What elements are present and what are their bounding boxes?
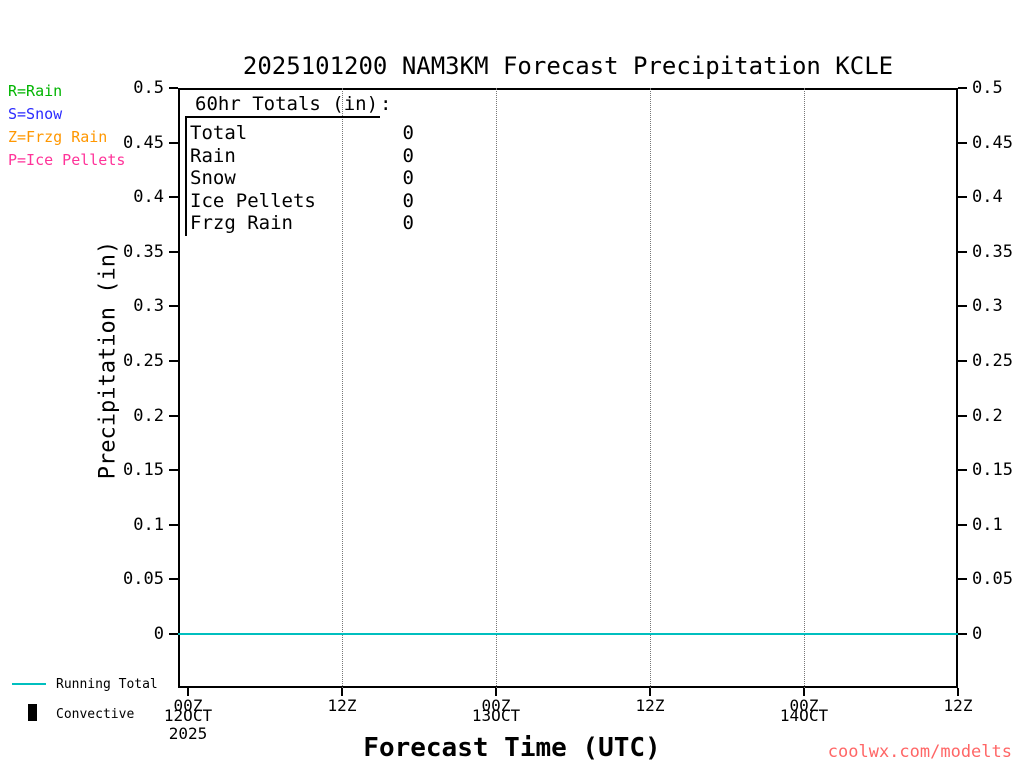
totals-row-ice-pellets: Ice Pellets 0 — [190, 190, 414, 212]
y-tick-right — [958, 196, 967, 199]
y-tick-label-left: 0.25 — [123, 351, 164, 371]
totals-row-value: 0 — [402, 145, 414, 167]
totals-row-value: 0 — [402, 190, 414, 212]
y-tick-right — [958, 305, 967, 308]
totals-row-label: Rain — [190, 145, 236, 167]
totals-left-bracket — [185, 116, 187, 236]
y-tick-label-left: 0 — [153, 624, 164, 644]
y-tick-label-right: 0.45 — [972, 132, 1013, 153]
y-tick-left — [169, 578, 178, 581]
y-tick-label-left: 0.5 — [133, 78, 164, 98]
totals-row-label: Ice Pellets — [190, 190, 316, 212]
y-tick-label-right: 0.3 — [972, 296, 1003, 317]
y-tick-left — [169, 469, 178, 472]
x-tick — [957, 688, 959, 696]
y-tick-right — [958, 633, 967, 635]
y-tick-right — [958, 578, 967, 581]
legend-item-ice-pellets: P=Ice Pellets — [8, 151, 126, 169]
x-tick-label: 12Z — [327, 696, 357, 715]
y-tick-label-right: 0.1 — [972, 514, 1003, 535]
y-tick-label-left: 0.45 — [123, 132, 164, 153]
y-tick-label-left: 0.2 — [133, 405, 164, 426]
y-tick-label-right: 0.4 — [972, 187, 1003, 208]
y-axis-label: Precipitation (in) — [95, 240, 121, 480]
y-tick-left — [169, 196, 178, 199]
y-tick-label-left: 0.1 — [133, 514, 164, 535]
totals-heading-colon: : — [380, 93, 392, 115]
y-tick-right — [958, 523, 967, 526]
totals-row-label: Frzg Rain — [190, 212, 293, 234]
y-tick-right — [958, 141, 967, 144]
y-tick-label-right: 0.05 — [972, 569, 1013, 590]
y-tick-left — [169, 414, 178, 417]
y-tick-right — [958, 414, 967, 417]
y-tick-label-left: 0.35 — [123, 241, 164, 262]
legend-item-rain: R=Rain — [8, 82, 63, 100]
y-tick-label-right: 0.15 — [972, 460, 1013, 481]
totals-row-frzg-rain: Frzg Rain 0 — [190, 212, 414, 234]
y-tick-left — [169, 250, 178, 253]
y-tick-right — [958, 469, 967, 472]
y-tick-left — [169, 360, 178, 362]
date-label-13oct: 13OCT — [471, 706, 521, 725]
date-label-12oct: 12OCT — [163, 706, 213, 725]
y-tick-label-right: 0.2 — [972, 405, 1003, 426]
totals-row-total: Total 0 — [190, 122, 414, 144]
y-tick-right — [958, 250, 967, 253]
x-tick — [495, 688, 497, 696]
y-tick-label-left: 0.4 — [133, 187, 164, 208]
totals-row-label: Total — [190, 122, 248, 144]
y-tick-label-right: 0.5 — [972, 78, 1003, 98]
y-tick-label-left: 0.05 — [123, 569, 164, 590]
x-tick — [187, 688, 189, 696]
x-tick-label: 12Z — [635, 696, 665, 715]
running-total-line-swatch — [12, 683, 46, 685]
footer-site-link[interactable]: coolwx.com/modelts — [827, 742, 1012, 762]
convective-bar-swatch — [28, 704, 37, 721]
x-tick — [803, 688, 805, 696]
legend-item-frzg-rain: Z=Frzg Rain — [8, 128, 108, 146]
convective-legend-label: Convective — [56, 707, 135, 722]
running-total-legend-label: Running Total — [56, 677, 158, 692]
y-tick-left — [169, 305, 178, 308]
totals-heading: 60hr Totals (in): — [186, 93, 391, 118]
date-label-14oct: 14OCT — [779, 706, 829, 725]
x-tick — [649, 688, 651, 696]
totals-row-value: 0 — [402, 122, 414, 144]
x-tick — [341, 688, 343, 696]
y-tick-left — [169, 633, 178, 635]
totals-row-label: Snow — [190, 167, 236, 189]
year-label: 2025 — [168, 724, 208, 743]
y-tick-left — [169, 87, 178, 89]
totals-heading-text: 60hr Totals (in) — [186, 93, 381, 118]
totals-row-value: 0 — [402, 212, 414, 234]
totals-row-snow: Snow 0 — [190, 167, 414, 189]
y-tick-label-left: 0.15 — [123, 460, 164, 481]
y-tick-label-right: 0.35 — [972, 241, 1013, 262]
y-tick-label-right: 0.25 — [972, 351, 1013, 371]
y-tick-left — [169, 141, 178, 144]
y-tick-label-left: 0.3 — [133, 296, 164, 317]
y-tick-right — [958, 87, 967, 89]
chart-title: 2025101200 NAM3KM Forecast Precipitation… — [242, 52, 894, 80]
totals-row-rain: Rain 0 — [190, 145, 414, 167]
y-tick-label-right: 0 — [972, 624, 983, 644]
y-tick-left — [169, 523, 178, 526]
y-tick-right — [958, 360, 967, 362]
x-tick-label: 12Z — [943, 696, 973, 715]
legend-item-snow: S=Snow — [8, 105, 63, 123]
totals-row-value: 0 — [402, 167, 414, 189]
plot-area — [178, 88, 958, 688]
x-axis-label: Forecast Time (UTC) — [363, 733, 661, 763]
